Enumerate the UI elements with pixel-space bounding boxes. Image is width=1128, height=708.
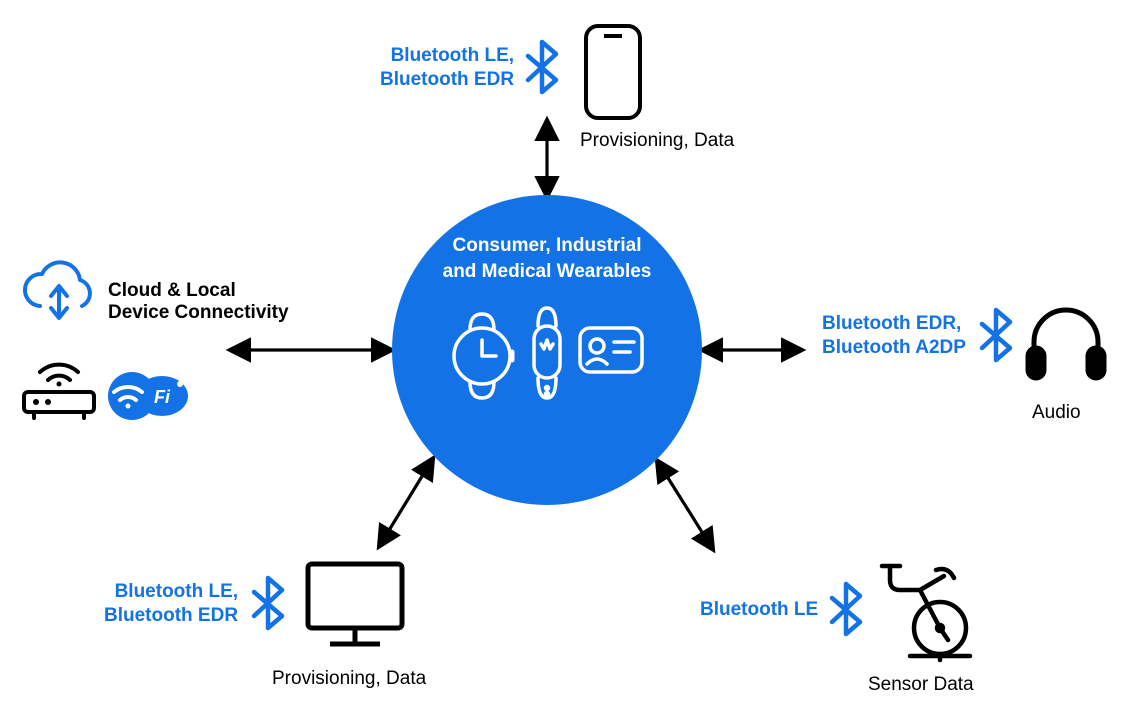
headphones-protocol-label: Bluetooth EDR, Bluetooth A2DP [822, 312, 966, 360]
bluetooth-icon [246, 574, 290, 632]
wearables-icon [442, 298, 652, 408]
bluetooth-icon [824, 580, 868, 638]
desktop-protocol-label: Bluetooth LE, Bluetooth EDR [104, 580, 238, 628]
center-node: Consumer, Industrial and Medical Wearabl… [392, 195, 702, 505]
phone-protocol-label: Bluetooth LE, Bluetooth EDR [380, 44, 514, 92]
center-title-line1: Consumer, Industrial [453, 235, 642, 256]
exercise-bike-icon [870, 548, 980, 666]
phone-caption: Provisioning, Data [580, 130, 734, 152]
headphones-caption: Audio [1032, 402, 1081, 424]
bluetooth-icon [974, 306, 1018, 364]
router-icon [18, 358, 100, 420]
bike-caption: Sensor Data [868, 674, 974, 696]
center-title: Consumer, Industrial and Medical Wearabl… [443, 233, 652, 284]
desktop-icon [300, 558, 410, 654]
svg-text:Fi: Fi [154, 387, 171, 407]
cloud-caption: Cloud & Local Device Connectivity [108, 280, 289, 324]
bluetooth-icon [520, 38, 564, 96]
center-title-line2: and Medical Wearables [443, 261, 652, 282]
wifi-icon: Fi [108, 368, 190, 424]
smartphone-icon [580, 22, 646, 122]
bike-protocol-label: Bluetooth LE [700, 598, 818, 622]
desktop-caption: Provisioning, Data [272, 668, 426, 690]
headphones-icon [1020, 302, 1112, 384]
cloud-icon [18, 258, 100, 328]
